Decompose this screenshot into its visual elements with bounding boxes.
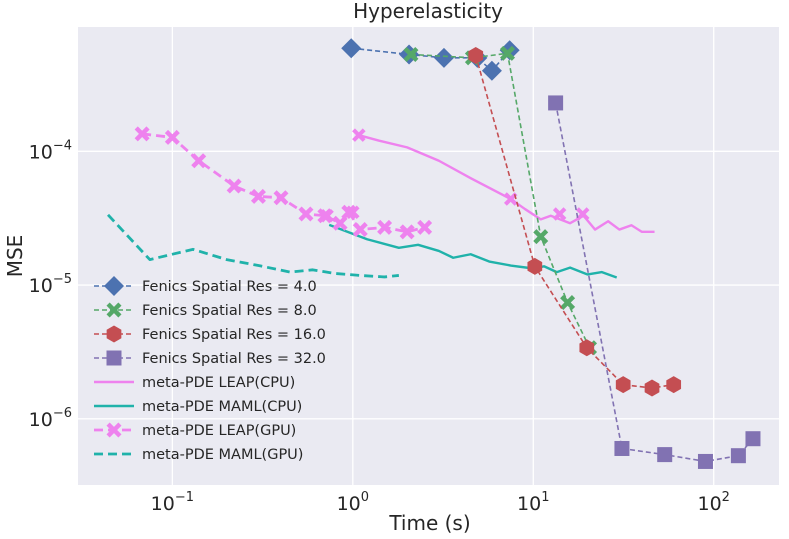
- series-meta-pde-maml-cpu: [328, 223, 618, 279]
- data-point: [226, 178, 242, 194]
- plot-area: [78, 27, 779, 485]
- x-tick-label: 100: [337, 490, 369, 515]
- legend-label: Fenics Spatial Res = 8.0: [142, 303, 317, 319]
- legend-item: Fenics Spatial Res = 8.0: [94, 302, 317, 319]
- data-point: [250, 188, 266, 204]
- legend-item: Fenics Spatial Res = 32.0: [94, 350, 326, 367]
- data-point: [274, 190, 288, 205]
- legend-label: meta-PDE MAML(GPU): [142, 447, 303, 463]
- data-point: [468, 47, 484, 65]
- legend-label: meta-PDE LEAP(CPU): [142, 375, 295, 391]
- data-point: [298, 206, 314, 222]
- data-point: [341, 38, 362, 59]
- data-point: [164, 129, 180, 145]
- series-line: [328, 223, 618, 279]
- x-tick-labels: 10−1 100 101 102: [151, 490, 730, 515]
- data-point: [657, 447, 673, 463]
- x-tick-label: 101: [517, 490, 549, 515]
- x-tick-label: 102: [697, 490, 729, 515]
- data-point: [352, 128, 366, 142]
- data-point: [614, 440, 630, 456]
- data-point: [575, 207, 590, 221]
- data-point: [320, 208, 334, 223]
- y-tick-label: 10−5: [29, 272, 72, 297]
- data-point: [332, 215, 348, 231]
- data-point: [533, 229, 549, 245]
- data-point: [615, 376, 631, 394]
- series-meta-pde-leap-gpu: [134, 126, 433, 240]
- data-point: [417, 219, 433, 235]
- legend-item: meta-PDE MAML(CPU): [94, 399, 302, 415]
- data-point: [548, 95, 564, 111]
- grid: [78, 27, 779, 485]
- legend-label: Fenics Spatial Res = 4.0: [142, 279, 317, 295]
- data-point: [644, 379, 660, 397]
- legend-label: meta-PDE LEAP(GPU): [142, 423, 296, 439]
- legend-label: Fenics Spatial Res = 32.0: [142, 351, 326, 367]
- legend-item: Fenics Spatial Res = 4.0: [94, 276, 317, 296]
- legend-marker: [106, 350, 122, 366]
- data-point: [191, 153, 207, 169]
- data-point: [500, 45, 516, 61]
- data-point: [352, 222, 368, 238]
- series-line: [106, 213, 400, 279]
- series-layer: [106, 38, 761, 469]
- data-point: [399, 224, 415, 240]
- data-point: [697, 453, 713, 469]
- data-point: [341, 204, 357, 220]
- data-point: [730, 448, 746, 464]
- data-point: [560, 295, 576, 311]
- series-meta-pde-maml-gpu: [106, 213, 400, 279]
- data-point: [346, 205, 360, 220]
- data-point: [666, 376, 682, 394]
- legend-marker: [106, 302, 122, 318]
- y-tick-labels: 10−6 10−5 10−4: [29, 138, 72, 431]
- series-fenics-spatial-res-32-0: [548, 95, 761, 469]
- legend-item: meta-PDE MAML(GPU): [94, 447, 303, 463]
- data-point: [579, 339, 595, 357]
- data-point: [135, 127, 149, 141]
- series-meta-pde-leap-cpu: [352, 128, 655, 234]
- legend-label: meta-PDE MAML(CPU): [142, 399, 302, 415]
- legend-label: Fenics Spatial Res = 16.0: [142, 327, 326, 343]
- data-point: [745, 431, 761, 447]
- data-point: [433, 47, 454, 68]
- legend-marker: [106, 325, 122, 343]
- y-tick-label: 10−6: [29, 406, 72, 431]
- legend-item: meta-PDE LEAP(CPU): [94, 375, 295, 391]
- data-point: [527, 257, 543, 275]
- series-fenics-spatial-res-16-0: [468, 47, 682, 397]
- y-tick-label: 10−4: [29, 138, 72, 163]
- legend: Fenics Spatial Res = 4.0 Fenics Spatial R…: [94, 276, 326, 463]
- data-point: [481, 60, 502, 81]
- x-axis-label: Time (s): [388, 511, 470, 535]
- data-point: [503, 192, 518, 206]
- data-point: [377, 219, 393, 235]
- chart-title: Hyperelasticity: [353, 0, 503, 23]
- x-tick-label: 10−1: [151, 490, 194, 515]
- legend-marker: [106, 422, 122, 438]
- series-line: [410, 52, 591, 349]
- series-line: [358, 134, 655, 234]
- y-axis-label: MSE: [3, 235, 27, 278]
- legend-item: Fenics Spatial Res = 16.0: [94, 325, 326, 343]
- series-line: [351, 47, 511, 72]
- legend-item: meta-PDE LEAP(GPU): [94, 422, 296, 439]
- data-point: [552, 207, 567, 221]
- data-point: [403, 46, 419, 62]
- legend-marker: [104, 276, 124, 296]
